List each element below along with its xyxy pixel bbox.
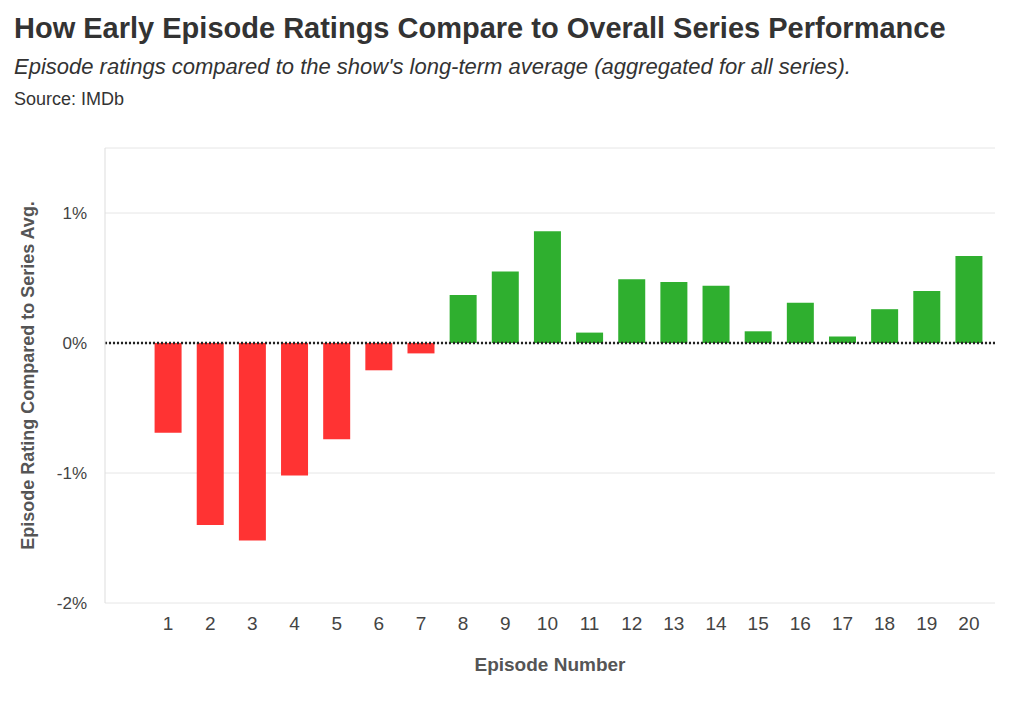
svg-text:14: 14 bbox=[705, 613, 727, 634]
svg-text:20: 20 bbox=[958, 613, 979, 634]
svg-text:7: 7 bbox=[416, 613, 427, 634]
svg-text:8: 8 bbox=[458, 613, 469, 634]
svg-text:1: 1 bbox=[163, 613, 174, 634]
svg-text:12: 12 bbox=[621, 613, 642, 634]
svg-text:2: 2 bbox=[205, 613, 216, 634]
svg-text:13: 13 bbox=[663, 613, 684, 634]
svg-text:15: 15 bbox=[748, 613, 769, 634]
svg-text:6: 6 bbox=[374, 613, 385, 634]
svg-text:0%: 0% bbox=[62, 334, 87, 353]
html-text:Episode ratings compared to th: Episode ratings compared to the show's l… bbox=[14, 54, 851, 79]
svg-text:10: 10 bbox=[537, 613, 558, 634]
svg-text:18: 18 bbox=[874, 613, 895, 634]
svg-text:19: 19 bbox=[916, 613, 937, 634]
svg-text:-1%: -1% bbox=[57, 464, 87, 483]
svg-text:4: 4 bbox=[289, 613, 300, 634]
svg-text:9: 9 bbox=[500, 613, 511, 634]
svg-text:1%: 1% bbox=[62, 204, 87, 223]
svg-text:Episode Number: Episode Number bbox=[475, 654, 627, 675]
html-text:How Early Episode Ratings Comp: How Early Episode Ratings Compare to Ove… bbox=[14, 12, 946, 44]
svg-text:11: 11 bbox=[580, 613, 600, 634]
svg-text:Episode Rating Compared to Ser: Episode Rating Compared to Series Avg. bbox=[18, 201, 38, 550]
svg-text:-2%: -2% bbox=[57, 594, 87, 613]
svg-text:3: 3 bbox=[247, 613, 258, 634]
html-text:Source: IMDb: Source: IMDb bbox=[14, 89, 124, 109]
svg-text:16: 16 bbox=[790, 613, 811, 634]
svg-text:17: 17 bbox=[832, 613, 853, 634]
svg-text:5: 5 bbox=[331, 613, 342, 634]
